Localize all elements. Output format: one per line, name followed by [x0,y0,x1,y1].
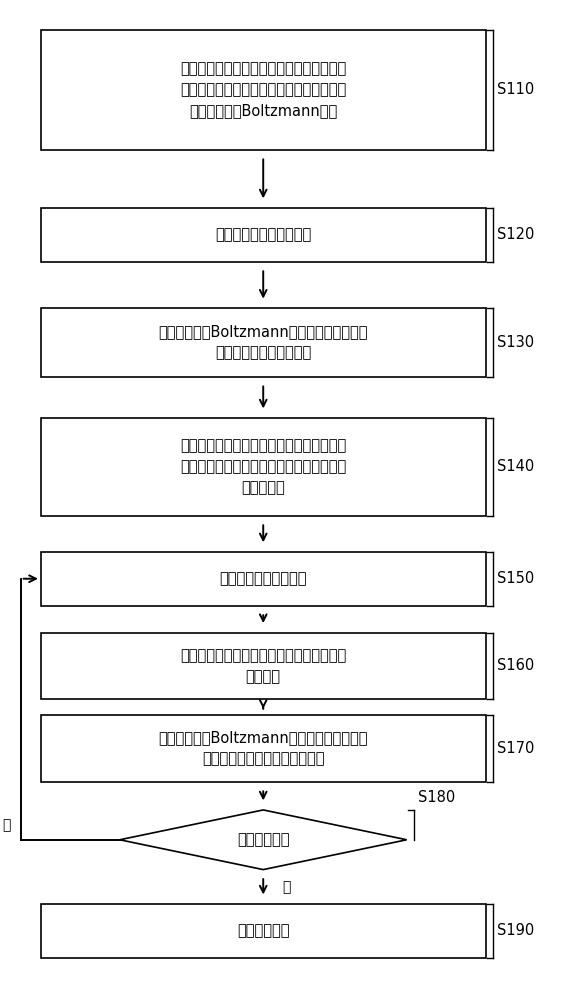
Text: 进行物理建模，确定出计算区域、初始条件
以及边界条件等，并根据物理问题的不同选
择相应的格子Boltzmann模型: 进行物理建模，确定出计算区域、初始条件 以及边界条件等，并根据物理问题的不同选 … [180,61,346,118]
Text: 进行网格划分，确定节点: 进行网格划分，确定节点 [215,227,311,242]
Text: S160: S160 [497,658,534,673]
Text: 给定所有格点上的宏观参量，计算出所有格
点上各个方向的平衡态分布函数，以此作为
计算的初场: 给定所有格点上的宏观参量，计算出所有格 点上各个方向的平衡态分布函数，以此作为 … [180,438,346,495]
FancyBboxPatch shape [41,715,486,782]
Text: S110: S110 [497,82,534,97]
FancyBboxPatch shape [41,552,486,606]
Text: S180: S180 [418,790,455,805]
Text: S120: S120 [497,227,534,242]
Text: S150: S150 [497,571,534,586]
FancyBboxPatch shape [41,418,486,516]
FancyBboxPatch shape [41,208,486,262]
FancyBboxPatch shape [41,633,486,699]
Text: 求解离散后的控制方程: 求解离散后的控制方程 [220,571,307,586]
FancyBboxPatch shape [41,30,486,150]
Text: 是: 是 [282,880,291,894]
FancyBboxPatch shape [41,308,486,377]
Text: 判断是否收敛: 判断是否收敛 [237,832,289,847]
Polygon shape [120,810,407,870]
Text: S140: S140 [497,459,534,474]
Text: 否: 否 [2,818,11,832]
Text: 输出计算结果: 输出计算结果 [237,923,289,938]
Text: S130: S130 [497,335,534,350]
FancyBboxPatch shape [41,904,486,958]
Text: S190: S190 [497,923,534,938]
Text: S170: S170 [497,741,534,756]
Text: 根据边界条件，在相应边界格点上实施边界
处理格式: 根据边界条件，在相应边界格点上实施边界 处理格式 [180,648,346,684]
Text: 根据不同格子Boltzmann模型选择控制方程，
并对其控制方程进行离散: 根据不同格子Boltzmann模型选择控制方程， 并对其控制方程进行离散 [158,325,368,361]
Text: 基于不同格子Boltzmann模型的宏观量的定义
法则，计算各格点上的宏观参量: 基于不同格子Boltzmann模型的宏观量的定义 法则，计算各格点上的宏观参量 [158,731,368,767]
